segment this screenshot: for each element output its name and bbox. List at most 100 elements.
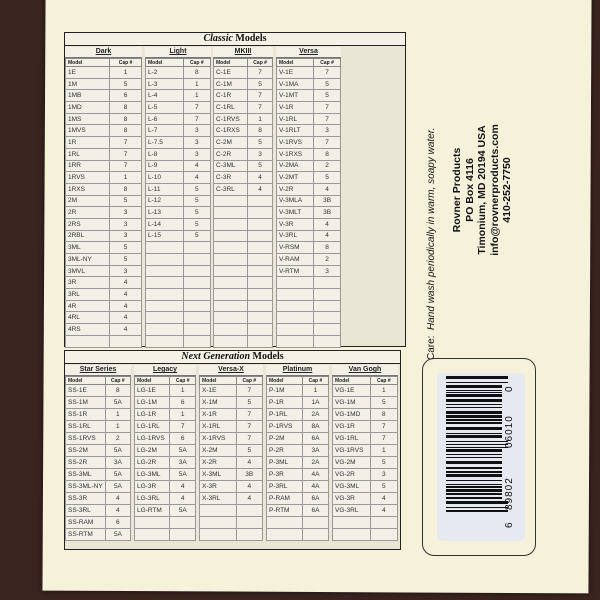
- table-row: 3MVL 3: [64, 264, 142, 278]
- model-cell: [332, 516, 371, 529]
- table-row: [212, 276, 273, 290]
- barcode-bar: [446, 394, 502, 397]
- table-row: [145, 299, 212, 313]
- model-cell: V-3MLT: [275, 206, 315, 219]
- table-row: [332, 516, 399, 529]
- table-row: C-2M 5: [212, 136, 273, 149]
- table-row: V-3R 4: [275, 217, 341, 231]
- model-cell: L-14: [145, 217, 184, 231]
- table-row: V-2MA 2: [275, 159, 341, 173]
- model-cell: [212, 217, 249, 231]
- model-cell: 2RBL: [64, 229, 111, 243]
- table-row: 1R 7: [64, 136, 142, 149]
- model-cell: X-1M: [199, 396, 237, 409]
- model-cell: [212, 206, 249, 219]
- table-row: SS-2M 5A: [65, 444, 132, 457]
- table-row: 1E 1: [64, 66, 142, 79]
- cap-cell: [247, 276, 273, 290]
- group-mkiii: MKIII Model Cap # C-1E 7 C-1M 5 C-1R 7 C-1RL 7 C-1R…: [212, 47, 273, 348]
- table-row: C-1RL 7: [212, 101, 273, 114]
- cap-cell: 4A: [301, 468, 330, 481]
- model-cell: P-3ML: [266, 456, 303, 469]
- table-row: P-2M 6A: [266, 432, 330, 445]
- table-row: [199, 528, 264, 541]
- table-row: [212, 299, 273, 313]
- model-cap-table: Model Cap # P-1M 1 P-1R 1A P-1RL 2A P-1RVS 8A P-2M…: [266, 376, 330, 541]
- barcode-bar: [446, 390, 502, 391]
- barcode-digits-left: 89802: [504, 477, 515, 510]
- cap-cell: 8: [109, 101, 142, 114]
- table-row: C-3RL 4: [212, 182, 273, 196]
- table-row: 1RR 7: [64, 159, 142, 173]
- model-cell: [133, 528, 171, 541]
- cap-cell: 7: [313, 136, 341, 149]
- table-row: V-2MT 5: [275, 171, 341, 184]
- model-cell: 1MVS: [64, 124, 111, 138]
- barcode-bar: [446, 441, 508, 442]
- column-header: Cap #: [109, 58, 142, 67]
- cap-cell: 3A: [169, 456, 196, 469]
- column-header: Cap #: [313, 58, 341, 67]
- table-row: VG-1M 5: [332, 396, 399, 409]
- cap-cell: [182, 241, 212, 254]
- cap-cell: 5: [182, 182, 212, 196]
- table-row: 4R 4: [64, 299, 142, 313]
- model-cell: L-7: [145, 124, 184, 138]
- model-cell: LG-1M: [133, 396, 171, 409]
- model-cell: SS-3R: [65, 492, 106, 505]
- model-cap-table: Model Cap # V-1E 7 V-1MA 5 V-1MT 5 V-1R 7 V-1RL 7 V-…: [275, 58, 341, 348]
- cap-cell: 5A: [104, 528, 132, 541]
- model-cell: [212, 229, 249, 243]
- barcode-bar: [446, 474, 502, 477]
- model-cell: V-RTM: [275, 264, 315, 278]
- cap-cell: 4: [235, 480, 264, 493]
- table-row: L-15 5: [145, 229, 212, 243]
- model-cap-table: Model Cap # L-2 8 L-3 1 L-4 1 L-5 7 L-6 7 L-7 3 L-7.5 3…: [145, 58, 212, 348]
- model-cell: C-1RVS: [212, 112, 249, 126]
- table-row: LG-3R 4: [133, 480, 196, 493]
- table-row: [133, 528, 196, 541]
- model-cell: P-1M: [266, 384, 303, 397]
- model-cell: L-7.5: [145, 136, 184, 149]
- table-row: [199, 516, 264, 529]
- model-cell: SS-RAM: [65, 516, 106, 529]
- group-dark: Dark Model Cap #1E 1 1M 5 1MB 6 1MD 8 1MS 8 1MVS 8 1R 7…: [64, 47, 142, 348]
- table-row: [212, 206, 273, 219]
- model-cell: V-2R: [275, 182, 315, 196]
- table-row: LG-3RL 4: [133, 492, 196, 505]
- group-name: Legacy: [134, 365, 196, 376]
- table-row: VG-1MD 8: [332, 408, 399, 421]
- model-cell: LG-3R: [133, 480, 171, 493]
- cap-cell: [182, 276, 212, 290]
- table-row: VG-3R 4: [332, 492, 399, 505]
- cap-cell: [313, 311, 341, 325]
- model-cell: 3ML: [64, 241, 111, 254]
- model-cell: VG-1MD: [332, 408, 371, 421]
- model-cell: SS-3RL: [65, 504, 106, 517]
- cap-cell: 3B: [313, 194, 341, 208]
- table-row: 2RBL 3: [64, 229, 142, 243]
- model-cell: [145, 241, 184, 254]
- table-row: L-12 5: [145, 194, 212, 208]
- table-row: C-1RVS 1: [212, 112, 273, 126]
- group-name: MKIII: [213, 47, 273, 58]
- model-cell: V-2MT: [275, 171, 315, 184]
- table-row: SS-3R 4: [65, 492, 132, 505]
- next-generation-models-table: Next Generation Models Star Series Model C…: [64, 350, 401, 550]
- cap-cell: 3: [182, 147, 212, 161]
- model-cell: [332, 528, 371, 541]
- barcode-digit-check: 0: [504, 386, 515, 392]
- barcode-bar: [446, 404, 502, 405]
- table-row: 4RS 4: [64, 323, 142, 336]
- group-name: Versa: [276, 47, 341, 58]
- column-header: Cap #: [247, 58, 273, 67]
- cap-cell: 7: [247, 101, 273, 114]
- table-row: V-1R 7: [275, 101, 341, 114]
- model-cell: LG-3RL: [133, 492, 171, 505]
- table-row: [145, 334, 212, 348]
- table-row: [275, 311, 341, 325]
- model-cap-table: Model Cap # LG-1E 1 LG-1M 6 LG-1R 1 LG-1RL 7 LG-1R…: [133, 376, 196, 541]
- group-star-series: Star Series Model Cap # SS-1E 8 SS-1M 5A SS-1R 1…: [65, 365, 132, 541]
- table-row: [212, 334, 273, 348]
- cap-cell: [169, 528, 196, 541]
